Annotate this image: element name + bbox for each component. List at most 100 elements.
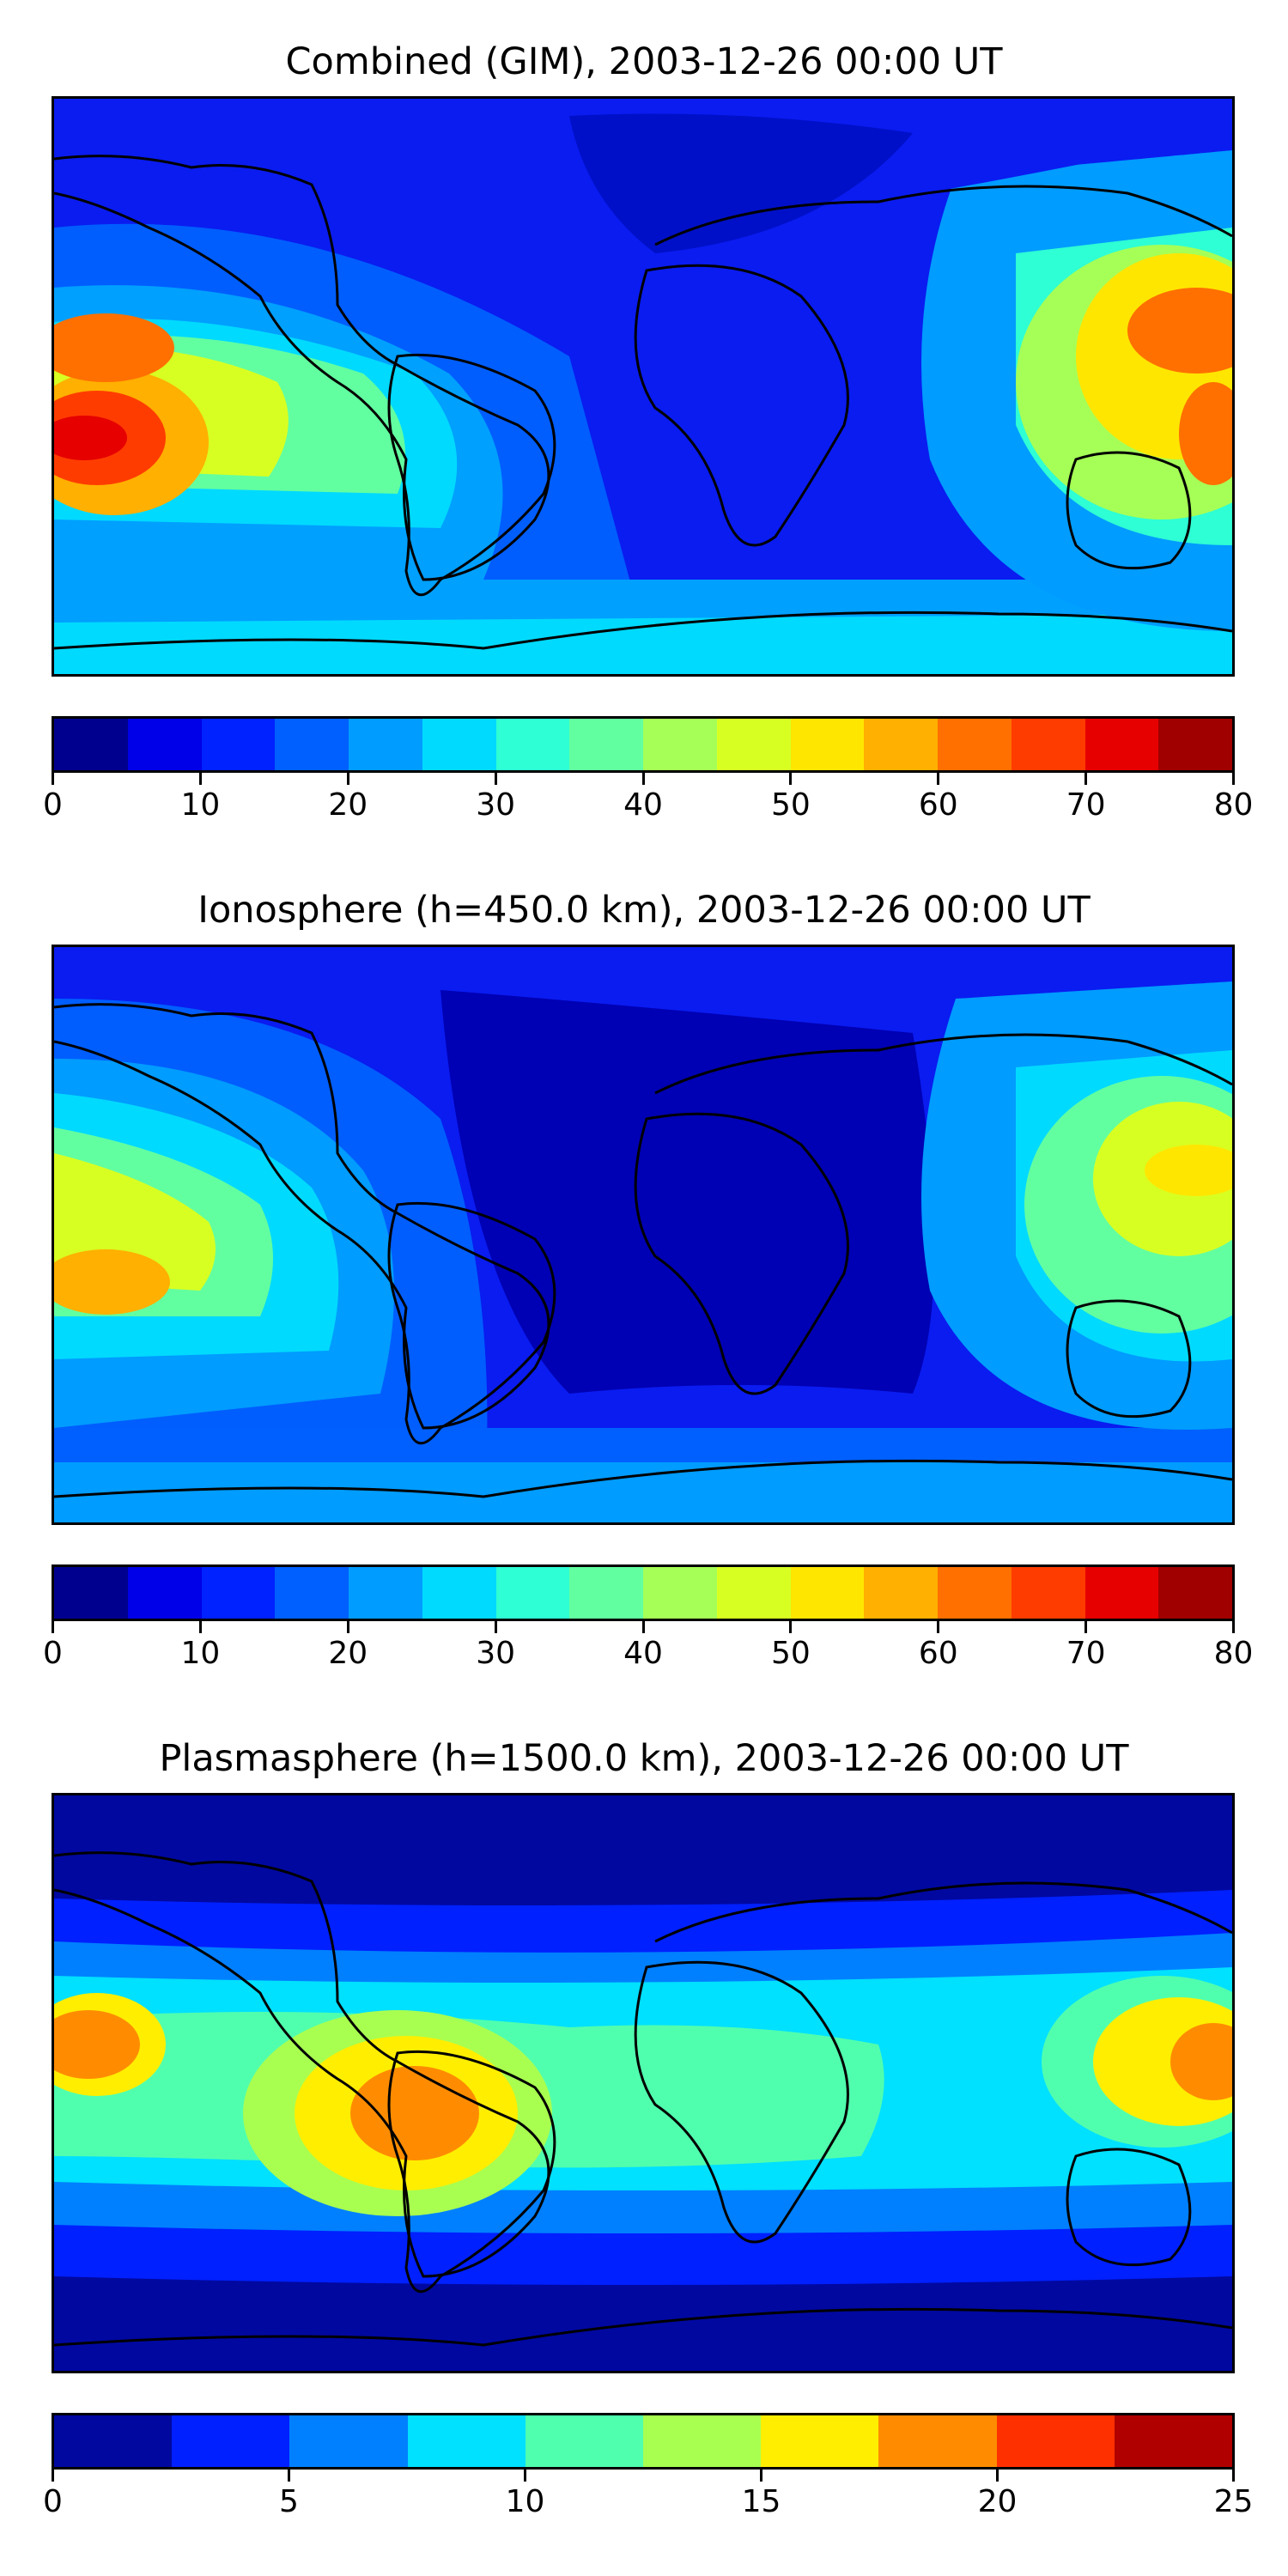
colorbar-tick (494, 1621, 497, 1633)
colorbar-tick (996, 2470, 999, 2482)
colorbar-segment (938, 1567, 1012, 1619)
colorbar-segment (201, 719, 276, 770)
colorbar-segment (1114, 2415, 1233, 2467)
colorbar-tick (1232, 2470, 1235, 2482)
colorbar-segment (1011, 1567, 1085, 1619)
coastlines (54, 1003, 1232, 1498)
colorbar-segment (172, 2415, 290, 2467)
colorbar-segment (1011, 719, 1085, 770)
colorbar-segment (422, 1567, 496, 1619)
colorbar-tick-label: 20 (977, 2484, 1018, 2519)
colorbar-tick-label: 20 (328, 1636, 368, 1671)
colorbar-tick (641, 1621, 645, 1633)
colorbar-tick (789, 1621, 793, 1633)
colorbar-segment (1084, 1567, 1159, 1619)
panel-title-plasmasphere: Plasmasphere (h=1500.0 km), 2003-12-26 0… (159, 1737, 1129, 1780)
colorbar-tick (198, 773, 202, 785)
colorbar-segment (54, 1567, 128, 1619)
colorbar-plasmasphere (52, 2413, 1235, 2470)
colorbar-tick (198, 1621, 202, 1633)
colorbar-segment (54, 719, 128, 770)
colorbar-tick (288, 2470, 290, 2482)
colorbar-segment (996, 2415, 1115, 2467)
colorbar-segment (643, 1567, 717, 1619)
colorbar-segment (201, 1567, 276, 1619)
colorbar-tick (937, 1621, 940, 1633)
colorbar-segment (716, 1567, 791, 1619)
panel-title-ionosphere: Ionosphere (h=450.0 km), 2003-12-26 00:0… (197, 889, 1091, 932)
coastlines (54, 1851, 1232, 2347)
colorbar-segment (289, 2415, 408, 2467)
map-plasmasphere (52, 1793, 1235, 2373)
colorbar-tick-label: 30 (476, 1636, 516, 1671)
colorbar-tick-label: 70 (1066, 1636, 1106, 1671)
colorbar-segment (495, 719, 570, 770)
colorbar-segment (569, 1567, 643, 1619)
colorbar-tick-label: 30 (476, 787, 516, 823)
colorbar-segment (790, 1567, 865, 1619)
colorbar-tick (1084, 773, 1088, 785)
colorbar-segment (878, 2415, 997, 2467)
map-combined (52, 96, 1235, 677)
colorbar-segment (761, 2415, 879, 2467)
colorbar-tick-label: 25 (1213, 2484, 1254, 2519)
colorbar-tick-label: 10 (180, 1636, 221, 1671)
colorbar-tick-label: 50 (770, 1636, 811, 1671)
colorbar-tick-label: 50 (770, 787, 811, 823)
colorbar-tick (641, 773, 645, 785)
colorbar-tick (346, 1621, 349, 1633)
colorbar-tick-label: 60 (918, 787, 958, 823)
colorbar-segment (275, 1567, 349, 1619)
colorbar-tick-label: 0 (43, 787, 63, 823)
colorbar-segment (643, 719, 717, 770)
colorbar-tick (346, 773, 349, 785)
colorbar-segment (422, 719, 496, 770)
colorbar-segment (864, 719, 938, 770)
colorbar-ionosphere (52, 1564, 1235, 1621)
colorbar-tick-label: 80 (1213, 1636, 1254, 1671)
colorbar-combined (52, 716, 1235, 773)
colorbar-segment (349, 719, 422, 770)
colorbar-tick (494, 773, 497, 785)
contour-fills (54, 981, 1232, 1522)
colorbar-tick-label: 5 (279, 2484, 299, 2519)
colorbar-tick-label: 10 (505, 2484, 545, 2519)
colorbar-segment (407, 2415, 526, 2467)
colorbar-tick-label: 15 (741, 2484, 781, 2519)
colorbar-tick-label: 80 (1213, 787, 1254, 823)
coastlines (54, 155, 1232, 650)
colorbar-tick-label: 0 (43, 1636, 63, 1671)
colorbar-segment (1084, 719, 1159, 770)
colorbar-segment (54, 2415, 173, 2467)
colorbar-segment (569, 719, 643, 770)
colorbar-tick (1232, 1621, 1235, 1633)
colorbar-segment (525, 2415, 644, 2467)
colorbar-tick (1232, 773, 1235, 785)
colorbar-segment (864, 1567, 938, 1619)
colorbar-segment (1158, 1567, 1232, 1619)
colorbar-tick-label: 40 (623, 787, 663, 823)
colorbar-tick (789, 773, 793, 785)
colorbar-segment (643, 2415, 762, 2467)
contour-fills (54, 99, 1232, 674)
colorbar-tick (1084, 1621, 1088, 1633)
colorbar-tick-label: 40 (623, 1636, 663, 1671)
colorbar-segment (790, 719, 865, 770)
colorbar-tick (52, 1621, 54, 1633)
colorbar-tick (760, 2470, 762, 2482)
colorbar-segment (275, 719, 349, 770)
colorbar-tick-label: 20 (328, 787, 368, 823)
panel-title-combined: Combined (GIM), 2003-12-26 00:00 UT (285, 40, 1003, 83)
colorbar-tick-label: 0 (43, 2484, 63, 2519)
colorbar-tick-label: 10 (180, 787, 221, 823)
map-ionosphere (52, 945, 1235, 1525)
colorbar-tick (52, 773, 54, 785)
colorbar-tick-label: 60 (918, 1636, 958, 1671)
colorbar-segment (127, 719, 202, 770)
colorbar-segment (716, 719, 791, 770)
colorbar-segment (1158, 719, 1232, 770)
colorbar-segment (127, 1567, 202, 1619)
colorbar-segment (495, 1567, 570, 1619)
colorbar-tick-label: 70 (1066, 787, 1106, 823)
colorbar-tick (52, 2470, 54, 2482)
